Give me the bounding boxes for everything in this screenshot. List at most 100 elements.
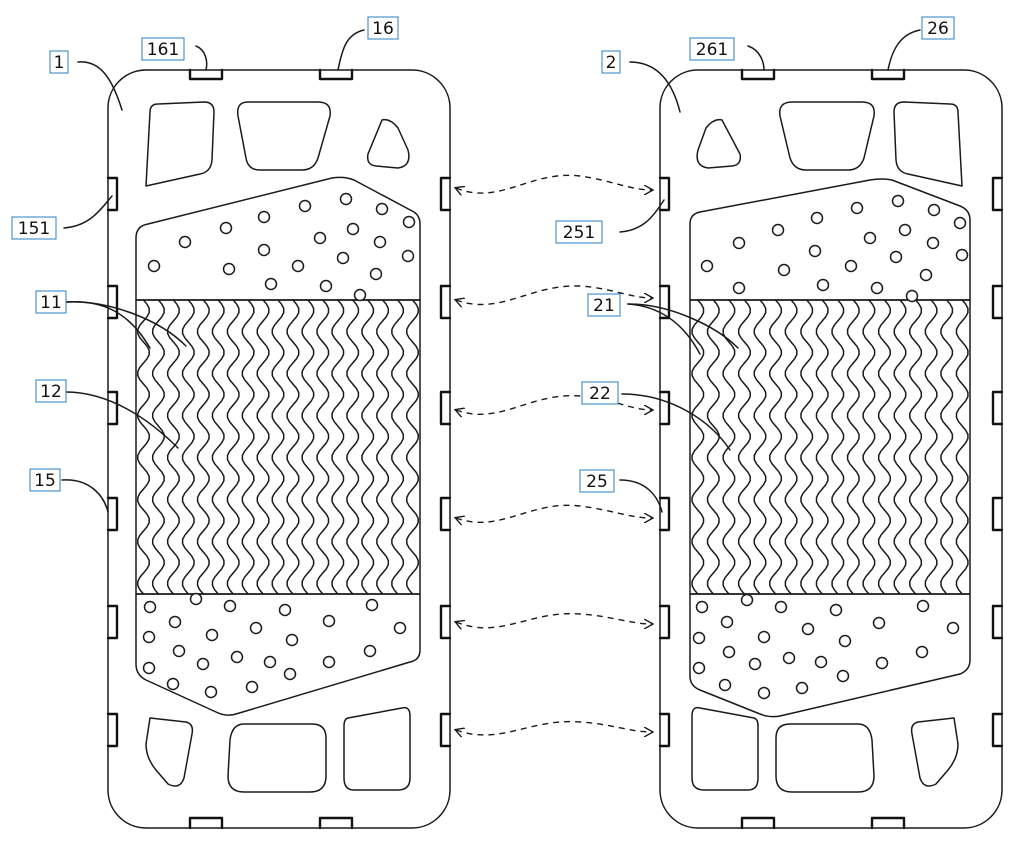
label-151: 151 [11, 216, 57, 240]
dimple [249, 621, 263, 635]
dimple [777, 263, 791, 277]
plate-2-corrugations [691, 299, 969, 595]
dimple [319, 279, 333, 293]
leader-26 [887, 29, 921, 71]
plate-2-port-bottom-right [910, 717, 959, 787]
corrugation-line [800, 299, 814, 595]
label-26-text: 26 [927, 19, 949, 39]
leader-11-b [65, 301, 187, 347]
arrow-row-2 [456, 285, 652, 305]
plate-1-port-bottom-center [227, 723, 327, 793]
corrugation-line [137, 299, 150, 595]
corrugation-line [691, 299, 705, 595]
arrow-row-3 [456, 395, 652, 415]
dimple [196, 657, 210, 671]
plate-1-lower-distribution-zone [135, 593, 421, 716]
dimple [915, 645, 929, 659]
label-261-text: 261 [696, 40, 728, 60]
plate-1-port-top-left [145, 101, 215, 187]
dimple [263, 655, 277, 669]
corrugation-line [181, 299, 195, 595]
dimple [955, 248, 969, 262]
leader-21-b [627, 303, 739, 349]
plate-1-bottom-notch-a [188, 816, 224, 830]
reference-labels: 1 161 16 151 11 12 15 2 261 26 251 21 22… [11, 16, 955, 493]
label-151-text: 151 [18, 219, 50, 239]
label-2: 2 [601, 50, 621, 74]
label-11-text: 11 [40, 293, 62, 313]
label-21: 21 [587, 293, 621, 317]
dimple [816, 278, 830, 292]
dimple [801, 622, 815, 636]
dimple [322, 655, 336, 669]
label-1-text: 1 [54, 53, 65, 73]
corrugation-line [955, 299, 969, 595]
leader-lines [61, 29, 921, 513]
notch-26 [870, 68, 906, 81]
dimple [720, 615, 734, 629]
dimple [722, 645, 736, 659]
plate-1-upper-dimples [147, 192, 416, 302]
label-25: 25 [579, 469, 615, 493]
plate-2-upper-dimples [700, 194, 969, 303]
leader-15 [61, 479, 109, 513]
dimple [946, 621, 960, 635]
dimple [257, 210, 271, 224]
label-251: 251 [555, 220, 603, 244]
leader-25 [619, 479, 663, 513]
dimple [748, 657, 762, 671]
plate-2-bottom-notch-b [870, 816, 906, 830]
label-22-text: 22 [589, 384, 611, 404]
corrugation-line [737, 299, 751, 595]
plate-1-port-top-center [236, 101, 331, 171]
corrugation-line [151, 299, 165, 595]
plate-1-bottom-notch-b [318, 816, 354, 830]
dimple [142, 661, 156, 675]
correspondence-arrows [456, 174, 652, 735]
label-12-text: 12 [40, 382, 62, 402]
leader-251 [619, 199, 665, 233]
dimple [322, 614, 336, 628]
corrugation-line [256, 299, 270, 595]
dimple [870, 281, 884, 295]
dimple [223, 599, 237, 613]
dimple [219, 221, 233, 235]
dimple [172, 644, 186, 658]
dimple [393, 621, 407, 635]
dimple [732, 281, 746, 295]
dimple [365, 598, 379, 612]
dimple [205, 628, 219, 642]
plate-2-lower-distribution-zone [689, 593, 971, 718]
dimple [692, 631, 706, 645]
dimple [363, 644, 377, 658]
corrugation-line [301, 299, 315, 595]
leader-12 [65, 391, 179, 449]
plate-2-port-bottom-center [775, 723, 875, 793]
plate-2 [658, 68, 1004, 830]
plate-2-right-tabs [991, 176, 1004, 748]
dimple [692, 661, 706, 675]
dimple [245, 680, 259, 694]
dimple [257, 243, 271, 257]
plate-1-outline [107, 69, 451, 829]
plate-1 [106, 68, 452, 830]
dimple [336, 251, 350, 265]
dimple [278, 603, 292, 617]
label-161-text: 161 [147, 40, 179, 60]
corrugation-line [241, 299, 255, 595]
corrugation-line [784, 299, 798, 595]
dimple [298, 199, 312, 213]
label-15-text: 15 [34, 471, 56, 491]
plate-1-port-bottom-left [145, 717, 194, 787]
plate-2-port-top-left [696, 118, 742, 169]
dimple [919, 268, 933, 282]
corrugation-line [722, 299, 736, 595]
dimple [829, 603, 843, 617]
dimple [285, 633, 299, 647]
dimple [401, 249, 415, 263]
dimple [838, 634, 852, 648]
dimple [264, 277, 278, 291]
dimple [346, 222, 360, 236]
label-16-text: 16 [372, 19, 394, 39]
